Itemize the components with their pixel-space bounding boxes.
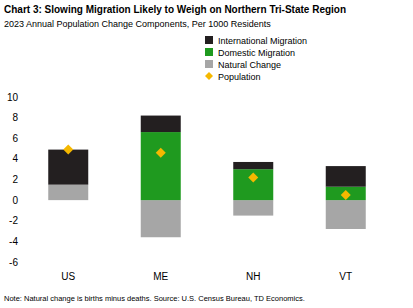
note: Note: Natural change is births minus dea… <box>4 294 305 303</box>
legend-label: International Migration <box>218 36 307 46</box>
bar-segment <box>233 169 273 200</box>
x-tick-label: ME <box>153 271 168 282</box>
title: Chart 3: Slowing Migration Likely to Wei… <box>4 4 346 15</box>
bar-segment <box>141 116 181 133</box>
y-tick-label: 8 <box>12 112 18 123</box>
y-tick-label: -4 <box>9 236 18 247</box>
bar-segment <box>141 200 181 237</box>
x-tick-label: VT <box>339 271 352 282</box>
bar-segment <box>48 185 88 200</box>
y-tick-label: 2 <box>12 174 18 185</box>
x-tick-label: US <box>61 271 75 282</box>
point <box>248 172 258 182</box>
legend-swatch <box>205 60 213 68</box>
legend-label: Natural Change <box>218 60 281 70</box>
bar-segment <box>326 166 366 187</box>
bar-segment <box>48 150 88 185</box>
legend-swatch <box>205 36 213 44</box>
plot-marks <box>48 116 366 238</box>
y-tick-label: 10 <box>7 92 19 103</box>
y-tick-label: 0 <box>12 195 18 206</box>
legend-label: Domestic Migration <box>218 48 295 58</box>
y-tick-label: 4 <box>12 153 18 164</box>
point <box>341 190 351 200</box>
bar-segment <box>141 132 181 200</box>
x-tick-label: NH <box>246 271 260 282</box>
bar-segment <box>233 200 273 215</box>
y-tick-label: -6 <box>9 257 18 268</box>
legend-swatch <box>205 48 213 56</box>
subtitle: 2023 Annual Population Change Components… <box>4 19 271 29</box>
legend: International Migration Domestic Migratio… <box>205 36 307 82</box>
bar-segment <box>326 200 366 229</box>
bar-segment <box>326 187 366 200</box>
chart: Chart 3: Slowing Migration Likely to Wei… <box>0 0 413 308</box>
y-tick-label: -2 <box>9 215 18 226</box>
point <box>156 148 166 158</box>
bar-segment <box>233 162 273 169</box>
y-tick-label: 6 <box>12 133 18 144</box>
legend-swatch <box>205 72 213 80</box>
point <box>63 145 73 155</box>
legend-label: Population <box>218 72 261 82</box>
